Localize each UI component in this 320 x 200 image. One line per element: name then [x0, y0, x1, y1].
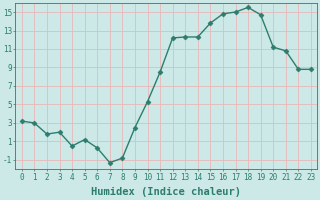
X-axis label: Humidex (Indice chaleur): Humidex (Indice chaleur) [92, 187, 241, 197]
